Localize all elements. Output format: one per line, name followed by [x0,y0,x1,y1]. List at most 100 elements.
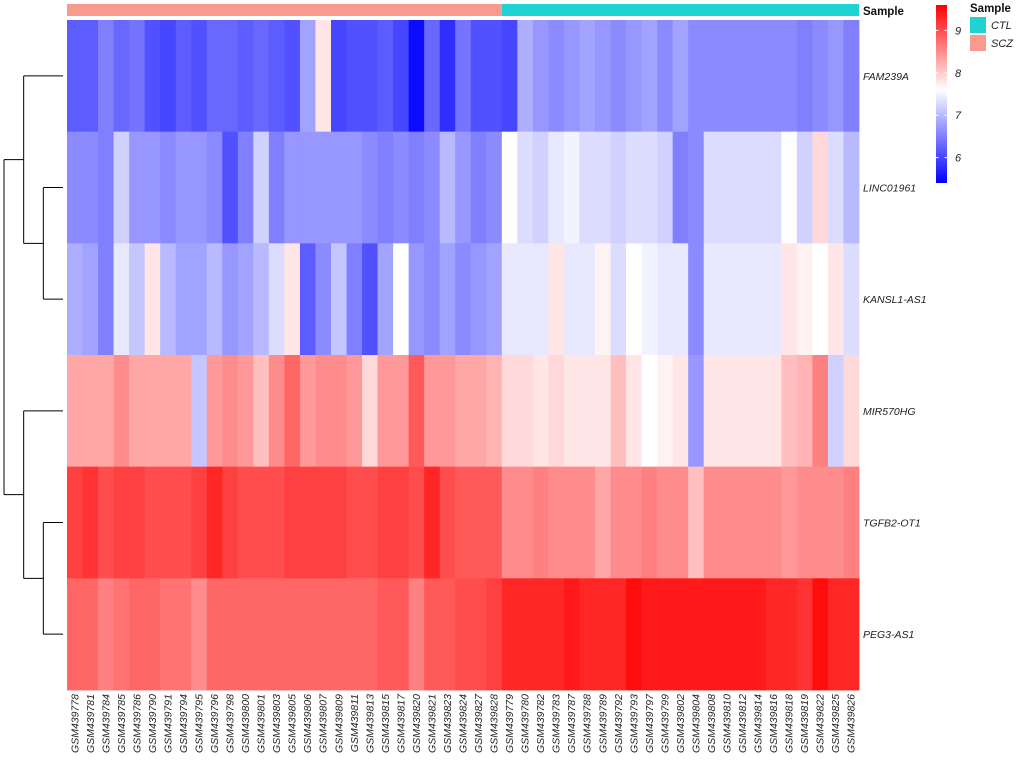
column-label: GSM439782 [535,694,547,753]
heatmap-cell [377,20,394,133]
column-label: GSM439809 [333,694,345,753]
heatmap-cell [67,131,83,244]
column-label: GSM439804 [690,694,702,753]
heatmap-cell [517,20,534,133]
heatmap-cell [191,20,208,133]
heatmap-cell [517,243,534,356]
column-label: GSM439825 [830,694,842,753]
heatmap-cell [299,355,316,468]
heatmap-cell [331,355,347,468]
column-label: GSM439780 [520,694,532,753]
heatmap-cell [563,20,580,133]
heatmap-cell [641,578,658,691]
heatmap-cell [843,578,860,691]
heatmap-cell [470,355,487,468]
column-label: GSM439808 [706,694,718,753]
color-scale-tick-label: 7 [955,110,962,122]
heatmap-cell [827,20,844,133]
heatmap-cell [82,355,99,468]
heatmap-cell [144,466,161,579]
heatmap-cell [346,578,363,691]
heatmap-cell [843,131,860,244]
heatmap-cell [688,578,705,691]
heatmap-cell [455,243,472,356]
heatmap-cell [175,243,192,356]
heatmap-cell [672,20,689,133]
heatmap-cell [144,20,161,133]
heatmap-cell [641,355,658,468]
heatmap-cell [470,20,487,133]
heatmap-cell [377,131,394,244]
heatmap-cell [532,578,549,691]
heatmap-cell [237,355,254,468]
heatmap-cell [129,578,146,691]
heatmap-cell [144,243,161,356]
heatmap-cell [626,243,642,356]
heatmap-cell [626,355,642,468]
annotation-segment-scz [67,4,502,16]
heatmap-cell [734,20,751,133]
heatmap-cell [563,578,580,691]
heatmap-cell [579,578,596,691]
heatmap-cell [175,355,192,468]
column-label: GSM439807 [318,693,330,753]
legend-title: Sample [970,3,1011,15]
column-label: GSM439821 [426,694,438,753]
heatmap-cell [160,355,177,468]
heatmap-cell [284,131,301,244]
heatmap-cell [82,466,99,579]
heatmap-cell [610,131,627,244]
heatmap-cell [626,131,642,244]
heatmap-cell [688,131,705,244]
annotation-title: Sample [863,6,904,18]
heatmap-cell [299,578,316,691]
heatmap-cell [222,20,239,133]
legend-swatch-scz [970,35,986,51]
heatmap-cell [641,20,658,133]
heatmap-cell [113,243,130,356]
heatmap-cell [765,355,782,468]
heatmap-cell [517,466,534,579]
heatmap-cell [610,466,627,579]
row-label: LINC01961 [863,183,916,195]
heatmap-cell [719,131,736,244]
heatmap-cell [113,20,130,133]
sample-annotation-bar [67,4,859,16]
heatmap-cell [315,355,332,468]
heatmap-cell [486,20,503,133]
heatmap-cell [129,20,146,133]
legend-swatch-ctl [970,17,986,33]
column-label: GSM439816 [768,694,780,753]
heatmap-cell [703,243,720,356]
column-label: GSM439827 [473,693,485,753]
heatmap-cell [796,20,813,133]
heatmap-cell [377,466,394,579]
heatmap-cell [672,355,689,468]
heatmap-cell [393,466,410,579]
column-label: GSM439818 [784,694,796,753]
heatmap-cell [424,355,441,468]
heatmap-cell [268,131,285,244]
heatmap-cell [688,243,705,356]
column-label: GSM439781 [85,694,97,753]
column-label: GSM439813 [364,694,376,753]
heatmap-cell [175,466,192,579]
heatmap-cell [253,131,270,244]
heatmap-cell [206,243,223,356]
column-label: GSM439815 [380,694,392,753]
heatmap-cell [563,466,580,579]
heatmap-cell [362,578,378,691]
heatmap-cell [501,20,518,133]
heatmap-cell [222,466,239,579]
heatmap-cell [470,466,487,579]
heatmap-cell [455,578,472,691]
heatmap-cell [579,20,596,133]
heatmap-cell [719,355,736,468]
column-label: GSM439817 [395,693,407,753]
heatmap-cell [641,243,658,356]
heatmap-cell [206,355,223,468]
heatmap-cell [796,466,813,579]
heatmap-cell [719,578,736,691]
heatmap-cell [237,578,254,691]
heatmap-cell [532,466,549,579]
